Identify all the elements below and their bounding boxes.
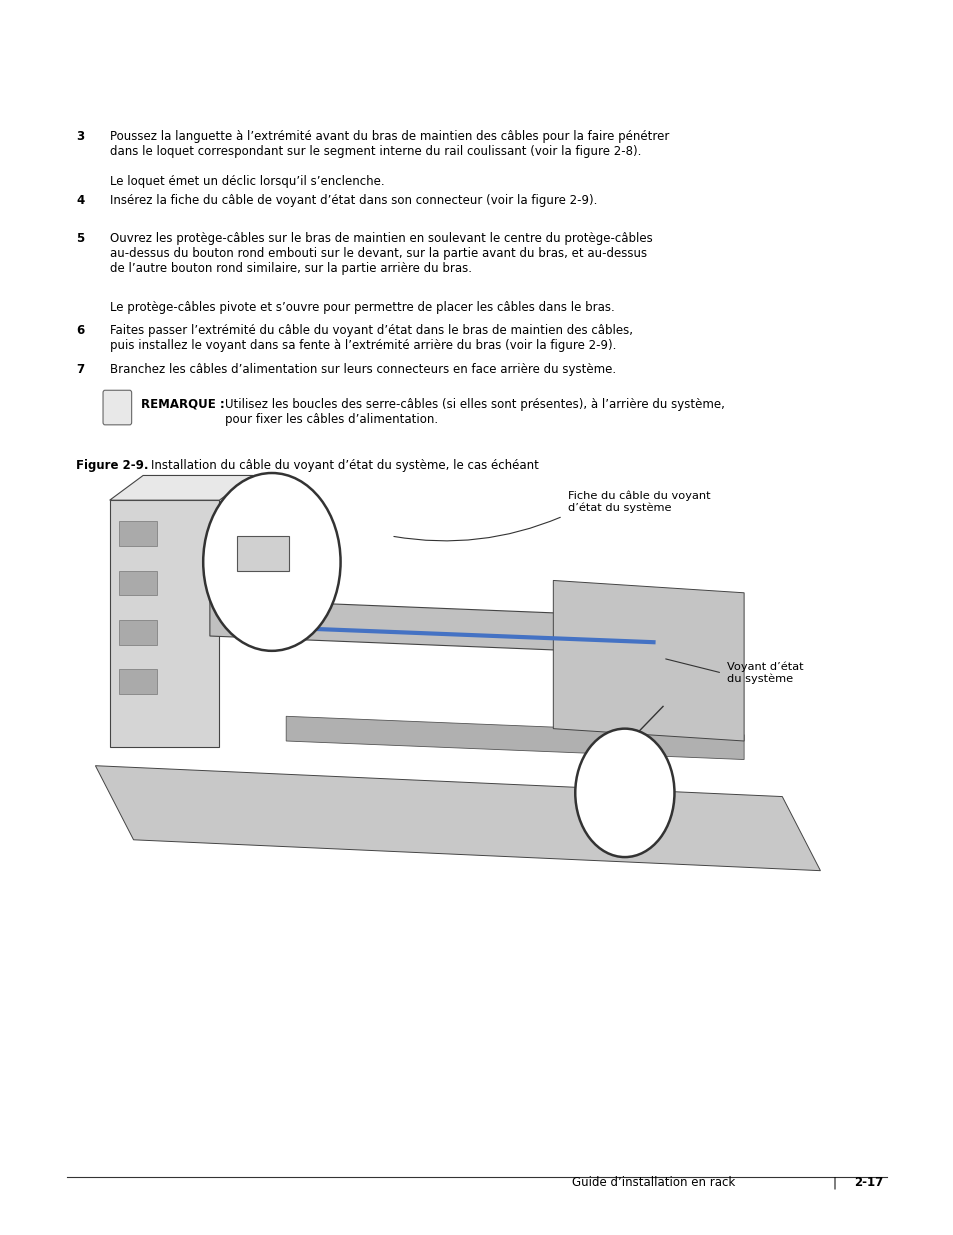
Text: Ouvrez les protège-câbles sur le bras de maintien en soulevant le centre du prot: Ouvrez les protège-câbles sur le bras de… [110,232,652,275]
Text: |: | [832,1176,836,1189]
Text: Branchez les câbles d’alimentation sur leurs connecteurs en face arrière du syst: Branchez les câbles d’alimentation sur l… [110,363,616,377]
FancyBboxPatch shape [119,669,157,694]
Text: Le protège-câbles pivote et s’ouvre pour permettre de placer les câbles dans le : Le protège-câbles pivote et s’ouvre pour… [110,301,614,314]
Text: Poussez la languette à l’extrémité avant du bras de maintien des câbles pour la : Poussez la languette à l’extrémité avant… [110,130,668,158]
Text: 7: 7 [76,363,85,377]
Text: Insérez la fiche du câble de voyant d’état dans son connecteur (voir la figure 2: Insérez la fiche du câble de voyant d’ét… [110,194,597,207]
FancyBboxPatch shape [119,571,157,595]
Polygon shape [286,716,743,760]
Text: 6: 6 [76,324,85,337]
Text: Guide d’installation en rack: Guide d’installation en rack [572,1176,735,1189]
Polygon shape [210,599,667,655]
Circle shape [203,473,340,651]
Text: 5: 5 [76,232,85,246]
FancyBboxPatch shape [103,390,132,425]
FancyBboxPatch shape [119,620,157,645]
Text: Figure 2-9.: Figure 2-9. [76,459,149,473]
Text: 2-17: 2-17 [853,1176,882,1189]
Text: Faites passer l’extrémité du câble du voyant d’état dans le bras de maintien des: Faites passer l’extrémité du câble du vo… [110,324,632,352]
Text: Fiche du câble du voyant
d’état du système: Fiche du câble du voyant d’état du systè… [567,490,710,513]
Text: 4: 4 [76,194,85,207]
Text: Le loquet émet un déclic lorsqu’il s’enclenche.: Le loquet émet un déclic lorsqu’il s’enc… [110,175,384,189]
Polygon shape [110,500,219,747]
Text: REMARQUE :: REMARQUE : [141,398,225,411]
FancyBboxPatch shape [119,521,157,546]
Circle shape [575,729,674,857]
Polygon shape [553,580,743,741]
Text: 3: 3 [76,130,85,143]
Text: Installation du câble du voyant d’état du système, le cas échéant: Installation du câble du voyant d’état d… [151,459,538,473]
FancyBboxPatch shape [236,536,289,571]
Polygon shape [95,766,820,871]
Polygon shape [110,475,253,500]
Text: Voyant d’état
du système: Voyant d’état du système [726,662,802,684]
Text: Utilisez les boucles des serre-câbles (si elles sont présentes), à l’arrière du : Utilisez les boucles des serre-câbles (s… [225,398,724,426]
